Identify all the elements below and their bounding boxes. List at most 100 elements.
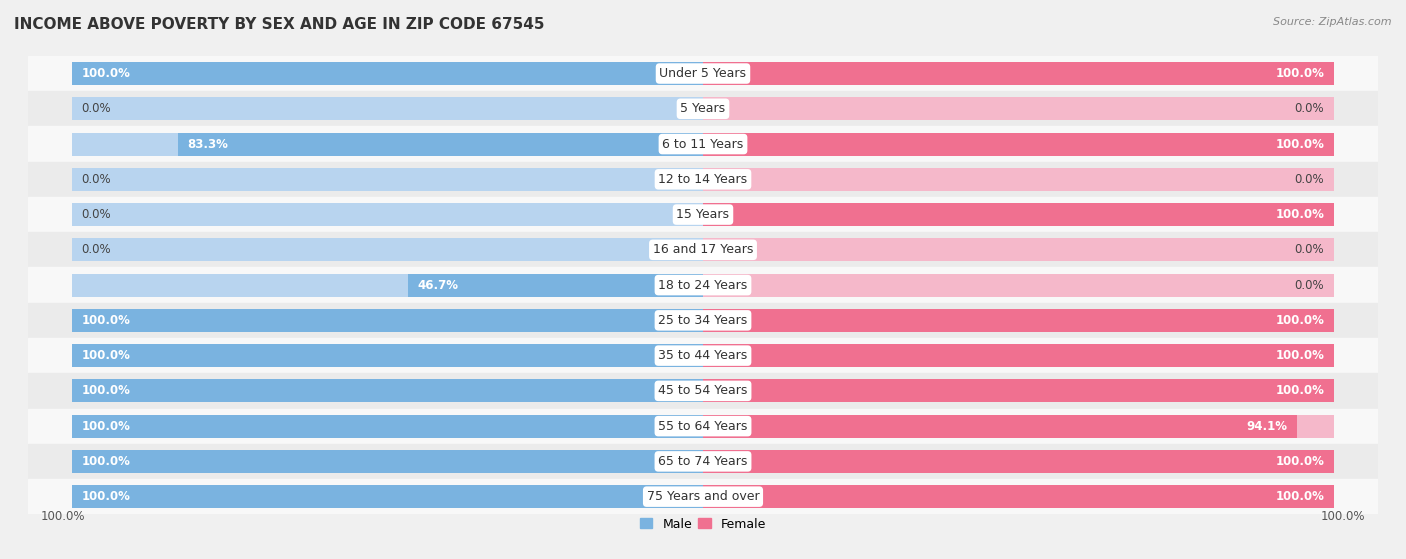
Text: 94.1%: 94.1% [1246, 420, 1286, 433]
Bar [703, 309, 1334, 332]
Bar [72, 344, 703, 367]
Bar [28, 303, 1378, 338]
Text: 75 Years and over: 75 Years and over [647, 490, 759, 503]
Text: 100.0%: 100.0% [1320, 510, 1365, 523]
Bar [72, 238, 703, 261]
Text: 0.0%: 0.0% [82, 208, 111, 221]
Text: 45 to 54 Years: 45 to 54 Years [658, 385, 748, 397]
Text: 12 to 14 Years: 12 to 14 Years [658, 173, 748, 186]
Text: 100.0%: 100.0% [41, 510, 86, 523]
Text: 25 to 34 Years: 25 to 34 Years [658, 314, 748, 327]
Text: 0.0%: 0.0% [82, 173, 111, 186]
Text: 18 to 24 Years: 18 to 24 Years [658, 278, 748, 292]
Text: 0.0%: 0.0% [1295, 173, 1324, 186]
Text: 55 to 64 Years: 55 to 64 Years [658, 420, 748, 433]
Bar [72, 450, 703, 473]
Bar [409, 273, 703, 296]
Bar [28, 232, 1378, 267]
Bar [703, 238, 1334, 261]
Bar [72, 309, 703, 332]
Text: 100.0%: 100.0% [1275, 208, 1324, 221]
Bar [703, 450, 1334, 473]
Bar [72, 62, 703, 85]
Bar [72, 309, 703, 332]
Text: Under 5 Years: Under 5 Years [659, 67, 747, 80]
Bar [703, 344, 1334, 367]
Text: 0.0%: 0.0% [82, 102, 111, 115]
Text: INCOME ABOVE POVERTY BY SEX AND AGE IN ZIP CODE 67545: INCOME ABOVE POVERTY BY SEX AND AGE IN Z… [14, 17, 544, 32]
Bar [703, 344, 1334, 367]
Bar [28, 409, 1378, 444]
Text: 100.0%: 100.0% [82, 349, 131, 362]
Text: 5 Years: 5 Years [681, 102, 725, 115]
Text: 100.0%: 100.0% [82, 385, 131, 397]
Text: 35 to 44 Years: 35 to 44 Years [658, 349, 748, 362]
Text: 0.0%: 0.0% [1295, 102, 1324, 115]
Bar [72, 132, 703, 155]
Bar [72, 450, 703, 473]
Bar [28, 91, 1378, 126]
Text: 100.0%: 100.0% [1275, 67, 1324, 80]
Bar [72, 485, 703, 508]
Text: 16 and 17 Years: 16 and 17 Years [652, 243, 754, 257]
Bar [28, 479, 1378, 514]
Bar [72, 415, 703, 438]
Bar [703, 273, 1334, 296]
Bar [28, 197, 1378, 232]
Bar [28, 267, 1378, 303]
Text: 6 to 11 Years: 6 to 11 Years [662, 138, 744, 150]
Text: 46.7%: 46.7% [418, 278, 458, 292]
Bar [72, 273, 703, 296]
Bar [703, 62, 1334, 85]
Bar [72, 62, 703, 85]
Text: 100.0%: 100.0% [1275, 490, 1324, 503]
Bar [72, 203, 703, 226]
Bar [703, 97, 1334, 120]
Bar [703, 62, 1334, 85]
Bar [72, 380, 703, 402]
Text: 83.3%: 83.3% [187, 138, 228, 150]
Text: 15 Years: 15 Years [676, 208, 730, 221]
Text: 100.0%: 100.0% [1275, 385, 1324, 397]
Bar [28, 373, 1378, 409]
Text: 100.0%: 100.0% [1275, 138, 1324, 150]
Bar [703, 132, 1334, 155]
Text: 0.0%: 0.0% [1295, 278, 1324, 292]
Legend: Male, Female: Male, Female [636, 513, 770, 536]
Bar [28, 162, 1378, 197]
Text: 65 to 74 Years: 65 to 74 Years [658, 455, 748, 468]
Bar [72, 97, 703, 120]
Text: 100.0%: 100.0% [82, 420, 131, 433]
Bar [703, 450, 1334, 473]
Bar [703, 380, 1334, 402]
Bar [28, 444, 1378, 479]
Bar [703, 168, 1334, 191]
Bar [72, 415, 703, 438]
Text: 100.0%: 100.0% [82, 455, 131, 468]
Bar [703, 415, 1296, 438]
Bar [28, 338, 1378, 373]
Bar [28, 126, 1378, 162]
Bar [703, 485, 1334, 508]
Bar [177, 132, 703, 155]
Bar [703, 485, 1334, 508]
Text: 100.0%: 100.0% [1275, 349, 1324, 362]
Text: Source: ZipAtlas.com: Source: ZipAtlas.com [1274, 17, 1392, 27]
Bar [703, 203, 1334, 226]
Bar [703, 309, 1334, 332]
Bar [703, 132, 1334, 155]
Text: 100.0%: 100.0% [1275, 314, 1324, 327]
Bar [72, 485, 703, 508]
Text: 0.0%: 0.0% [1295, 243, 1324, 257]
Bar [72, 168, 703, 191]
Bar [28, 56, 1378, 91]
Text: 100.0%: 100.0% [1275, 455, 1324, 468]
Bar [703, 415, 1334, 438]
Text: 100.0%: 100.0% [82, 490, 131, 503]
Text: 100.0%: 100.0% [82, 67, 131, 80]
Text: 0.0%: 0.0% [82, 243, 111, 257]
Bar [72, 380, 703, 402]
Text: 100.0%: 100.0% [82, 314, 131, 327]
Bar [703, 380, 1334, 402]
Bar [72, 344, 703, 367]
